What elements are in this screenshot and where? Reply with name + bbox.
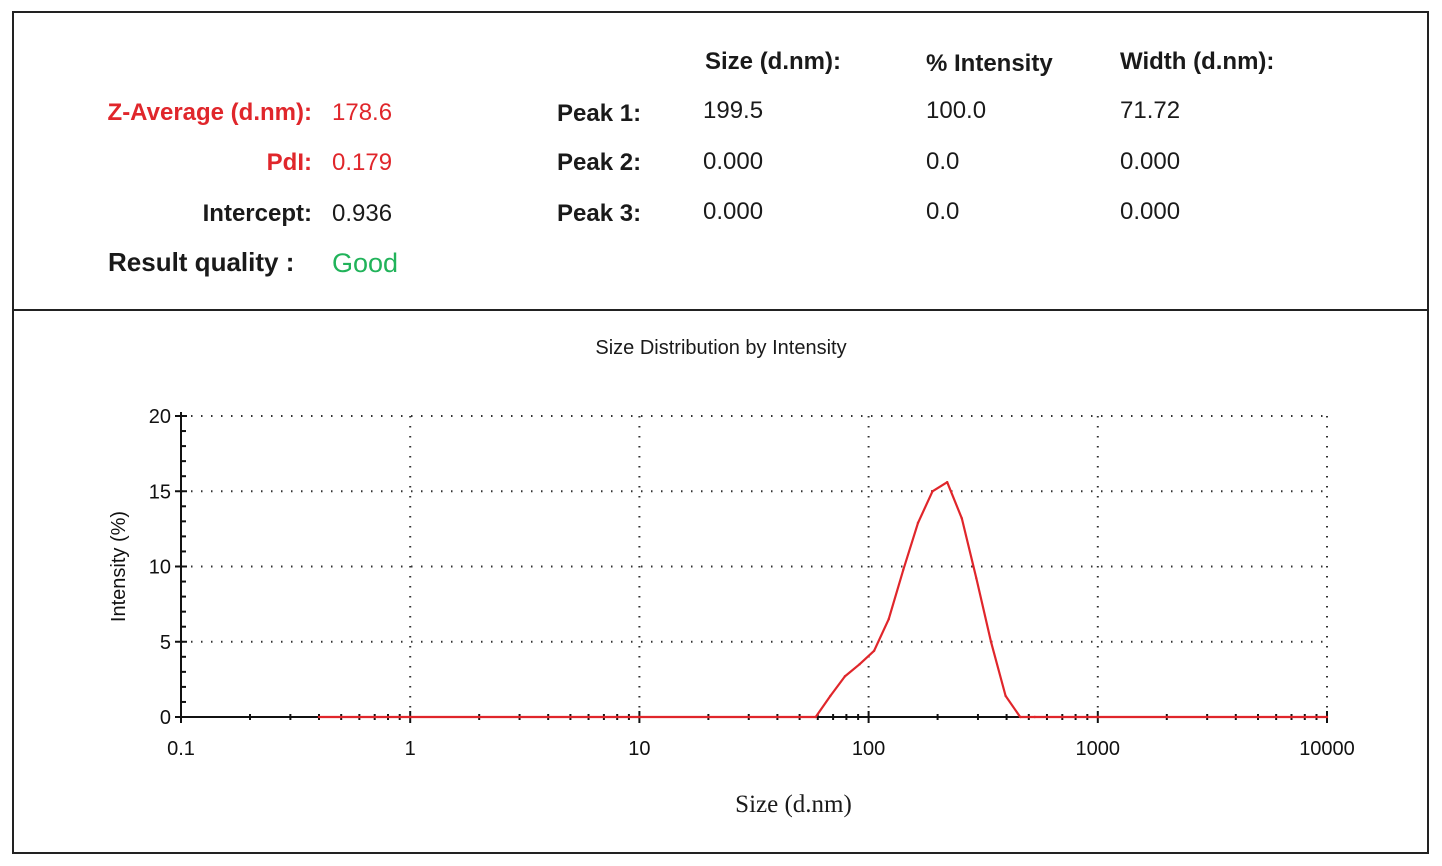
curve-point bbox=[945, 481, 949, 484]
peak-3-label: Peak 3: bbox=[557, 200, 642, 227]
x-tick-label: 0.1 bbox=[167, 738, 195, 760]
curve-point bbox=[872, 649, 876, 652]
curve-point bbox=[1096, 715, 1100, 719]
curve-point bbox=[814, 715, 817, 719]
peaks-header-size: Size (d.nm): bbox=[705, 48, 841, 75]
curve-point bbox=[916, 521, 920, 525]
peaks-header-intensity: % Intensity bbox=[926, 50, 1053, 77]
x-tick-label: 1000 bbox=[1076, 738, 1121, 760]
peak-2-label: Peak 2: bbox=[557, 149, 642, 176]
peak-1-label: Peak 1: bbox=[557, 100, 642, 127]
curve-point bbox=[638, 715, 641, 719]
peak-3-width: 0.000 bbox=[1120, 198, 1181, 225]
curve-point bbox=[989, 640, 993, 643]
curve-point bbox=[829, 694, 832, 698]
x-tick-label: 10000 bbox=[1299, 738, 1355, 760]
z-average-label: Z-Average (d.nm): bbox=[107, 99, 312, 126]
peak-1-size: 199.5 bbox=[703, 97, 764, 124]
y-tick-label: 0 bbox=[160, 707, 171, 729]
intercept-label: Intercept: bbox=[202, 200, 312, 227]
intensity-curve bbox=[319, 481, 1327, 719]
pdi-label: PdI: bbox=[266, 149, 312, 176]
curve-point bbox=[317, 715, 321, 719]
curve-point bbox=[887, 617, 890, 621]
y-tick-label: 5 bbox=[160, 632, 171, 654]
y-tick-label: 10 bbox=[149, 557, 171, 579]
peak-1-width: 71.72 bbox=[1120, 97, 1181, 124]
peak-3-size: 0.000 bbox=[703, 198, 764, 225]
peak-1-intensity: 100.0 bbox=[926, 97, 987, 124]
result-quality-label: Result quality : bbox=[108, 247, 295, 277]
curve-point bbox=[409, 715, 412, 719]
section-divider bbox=[12, 309, 1429, 311]
result-quality-value: Good bbox=[332, 248, 399, 278]
curve-point bbox=[931, 490, 934, 493]
curve-point bbox=[1033, 715, 1037, 719]
y-axis-label: Intensity (%) bbox=[108, 511, 130, 622]
curve-point bbox=[902, 568, 905, 571]
x-tick-label: 100 bbox=[852, 738, 885, 760]
curve-point bbox=[960, 517, 963, 520]
peak-2-width: 0.000 bbox=[1120, 148, 1181, 175]
peak-3-intensity: 0.0 bbox=[926, 198, 960, 225]
x-tick-label: 1 bbox=[405, 738, 416, 760]
peak-2-size: 0.000 bbox=[703, 148, 764, 175]
y-tick-label: 20 bbox=[149, 406, 171, 428]
x-axis-label: Size (d.nm) bbox=[735, 791, 852, 818]
curve-point bbox=[1325, 715, 1329, 719]
peak-2-intensity: 0.0 bbox=[926, 148, 960, 175]
curve-point bbox=[1004, 694, 1007, 698]
peaks-header-width: Width (d.nm): bbox=[1120, 48, 1275, 75]
curve-point bbox=[1019, 715, 1022, 719]
intercept-value: 0.936 bbox=[332, 200, 393, 227]
report-frame bbox=[12, 11, 1429, 854]
chart-title: Size Distribution by Intensity bbox=[595, 337, 847, 359]
y-tick-label: 15 bbox=[149, 481, 171, 503]
curve-point bbox=[975, 577, 978, 580]
curve-point bbox=[858, 663, 861, 666]
pdi-value: 0.179 bbox=[332, 149, 393, 176]
size-distribution-chart: 0 5 10 15 20 0.1 1 10 100 1000 10000 Intensity (%) bbox=[108, 406, 1355, 760]
z-average-value: 178.6 bbox=[332, 99, 393, 126]
x-tick-label: 10 bbox=[628, 738, 650, 760]
curve-point bbox=[843, 675, 847, 678]
